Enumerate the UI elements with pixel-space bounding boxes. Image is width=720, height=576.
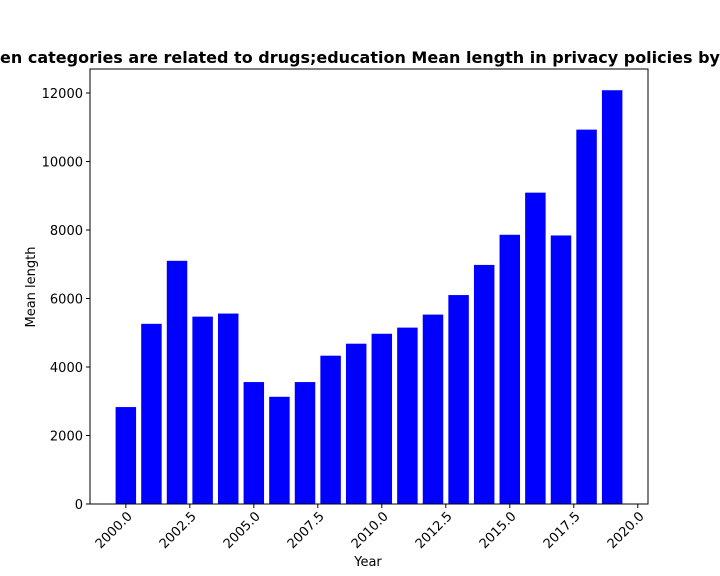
bar-2005 xyxy=(243,382,265,504)
bar-2014 xyxy=(473,264,495,504)
x-axis-ticks: 2000.0 2002.5 2005.0 2007.5 2010.0 2012.5 2015… xyxy=(93,504,648,552)
bar-2009 xyxy=(345,343,367,504)
bar-2011 xyxy=(397,327,418,504)
bar-2006 xyxy=(269,396,290,504)
bar-2012 xyxy=(422,314,444,504)
x-axis-label: Year xyxy=(353,555,382,570)
y-tick-label: 8000 xyxy=(50,224,83,239)
bar-2015 xyxy=(499,234,521,504)
y-tick-label: 2000 xyxy=(50,429,83,444)
bars-group xyxy=(115,90,623,505)
bar-2008 xyxy=(320,355,341,504)
y-tick-label: 10000 xyxy=(42,155,83,170)
bar-2000 xyxy=(115,407,137,504)
x-tick-label: 2002.5 xyxy=(157,509,200,552)
x-tick-label: 2010.0 xyxy=(349,509,392,552)
bar-2010 xyxy=(371,333,393,504)
bar-2017 xyxy=(550,235,572,504)
bar-2004 xyxy=(217,313,239,504)
plot-frame xyxy=(89,68,649,505)
bar-2016 xyxy=(525,192,546,505)
y-tick-label: 0 xyxy=(75,498,83,513)
y-tick-label: 6000 xyxy=(50,292,83,307)
x-tick-label: 2015.0 xyxy=(477,509,520,552)
bar-2007 xyxy=(294,382,316,504)
bar-2018 xyxy=(576,129,597,505)
y-tick-label: 4000 xyxy=(50,361,83,376)
bar-2013 xyxy=(448,295,469,504)
bar-2003 xyxy=(192,316,213,504)
bar-2019 xyxy=(601,90,623,505)
bar-2002 xyxy=(166,260,188,504)
y-tick-label: 12000 xyxy=(42,87,83,102)
x-tick-label: 2020.0 xyxy=(605,509,648,552)
x-tick-label: 2012.5 xyxy=(413,509,456,552)
x-tick-label: 2007.5 xyxy=(285,509,328,552)
y-axis-ticks: 0 2000 4000 6000 8000 10000 12000 xyxy=(42,87,90,513)
x-tick-label: 2017.5 xyxy=(541,509,584,552)
chart-title: en categories are related to drugs;educa… xyxy=(0,48,720,67)
bar-2001 xyxy=(141,323,162,504)
y-axis-label: Mean length xyxy=(24,247,39,328)
x-tick-label: 2005.0 xyxy=(221,509,264,552)
x-tick-label: 2000.0 xyxy=(93,509,136,552)
